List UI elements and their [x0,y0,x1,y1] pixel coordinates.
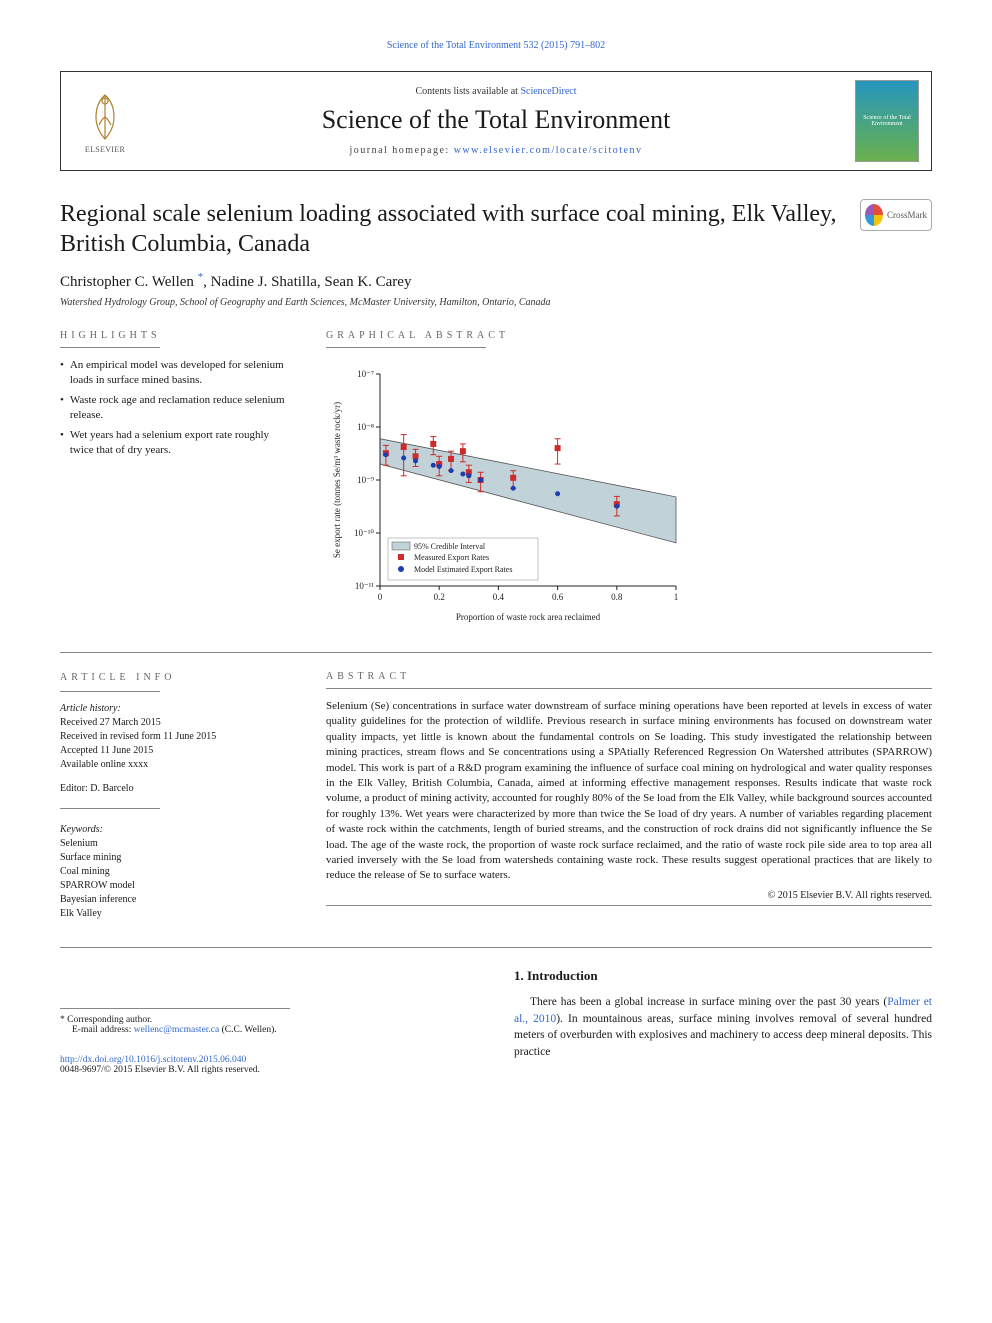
highlight-text: An empirical model was developed for sel… [70,358,290,389]
corresponding-note: * Corresponding author. [60,1015,290,1025]
history-online: Available online xxxx [60,758,290,772]
keyword: SPARROW model [60,879,290,893]
svg-text:10⁻⁹: 10⁻⁹ [357,475,374,485]
article-title: Regional scale selenium loading associat… [60,199,840,259]
crossmark-badge[interactable]: CrossMark [860,199,932,231]
svg-text:0.6: 0.6 [552,592,564,602]
svg-text:10⁻¹¹: 10⁻¹¹ [355,581,374,591]
intro-title: 1. Introduction [514,968,932,984]
svg-text:Proportion of waste rock area: Proportion of waste rock area reclaimed [456,612,601,622]
author-sep: , [203,274,211,290]
sciencedirect-link[interactable]: ScienceDirect [520,86,576,97]
abstract-head: ABSTRACT [326,671,932,682]
highlight-item: Wet years had a selenium export rate rou… [60,428,290,459]
affiliation: Watershed Hydrology Group, School of Geo… [60,297,932,308]
publisher-name: ELSEVIER [85,145,125,154]
homepage-label: journal homepage: [349,145,453,156]
article-history-head: Article history: [60,702,290,716]
svg-text:10⁻¹⁰: 10⁻¹⁰ [354,528,374,538]
contents-available: Contents lists available at ScienceDirec… [153,86,839,97]
svg-text:10⁻⁸: 10⁻⁸ [357,422,374,432]
contents-prefix: Contents lists available at [415,86,520,97]
doi-link[interactable]: http://dx.doi.org/10.1016/j.scitotenv.20… [60,1055,246,1065]
svg-text:0: 0 [378,592,383,602]
authors-line: Christopher C. Wellen *, Nadine J. Shati… [60,271,932,291]
publisher-logo: ELSEVIER [73,85,137,157]
history-accepted: Accepted 11 June 2015 [60,744,290,758]
journal-name: Science of the Total Environment [153,105,839,135]
highlight-item: Waste rock age and reclamation reduce se… [60,393,290,424]
svg-text:10⁻⁷: 10⁻⁷ [357,369,374,379]
author-3: Sean K. Carey [324,274,411,290]
history-revised: Received in revised form 11 June 2015 [60,730,290,744]
highlight-text: Waste rock age and reclamation reduce se… [70,393,290,424]
highlight-item: An empirical model was developed for sel… [60,358,290,389]
graphical-abstract: 0 0.2 0.4 0.6 0.8 1 10⁻¹¹ 10⁻¹⁰ 10⁻⁹ 10⁻⁸ 10⁻⁷ Prop… [326,358,932,634]
editor-line: Editor: D. Barcelo [60,782,290,796]
highlight-text: Wet years had a selenium export rate rou… [70,428,290,459]
author-1: Christopher C. Wellen [60,274,198,290]
masthead: ELSEVIER Contents lists available at Sci… [60,71,932,171]
cover-thumb-text: Science of the Total Environment [856,111,918,131]
keyword: Bayesian inference [60,893,290,907]
journal-homepage-link[interactable]: www.elsevier.com/locate/scitotenv [454,145,643,156]
crossmark-label: CrossMark [887,210,927,220]
para-text: ). In mountainous areas, surface mining … [514,1013,932,1058]
svg-text:95% Credible Interval: 95% Credible Interval [414,542,486,551]
abstract-copyright: © 2015 Elsevier B.V. All rights reserved… [326,890,932,901]
journal-homepage-line: journal homepage: www.elsevier.com/locat… [153,145,839,156]
journal-cover-thumb: Science of the Total Environment [855,80,919,162]
email-label: E-mail address: [72,1025,134,1035]
keyword: Selenium [60,837,290,851]
issn-copyright: 0048-9697/© 2015 Elsevier B.V. All right… [60,1065,478,1075]
highlights-head: HIGHLIGHTS [60,330,290,341]
history-received: Received 27 March 2015 [60,716,290,730]
corresponding-email-link[interactable]: wellenc@mcmaster.ca [134,1025,220,1035]
svg-text:0.2: 0.2 [434,592,445,602]
abstract-text: Selenium (Se) concentrations in surface … [326,699,932,884]
email-tail: (C.C. Wellen). [219,1025,276,1035]
author-2: Nadine J. Shatilla [211,274,317,290]
crossmark-icon [865,204,883,226]
keyword: Coal mining [60,865,290,879]
article-info-head: ARTICLE INFO [60,671,290,685]
graphical-abstract-head: GRAPHICAL ABSTRACT [326,330,932,341]
keywords-head: Keywords: [60,823,290,837]
graphical-abstract-chart: 0 0.2 0.4 0.6 0.8 1 10⁻¹¹ 10⁻¹⁰ 10⁻⁹ 10⁻⁸ 10⁻⁷ Prop… [326,364,686,624]
highlights-list: An empirical model was developed for sel… [60,358,290,458]
svg-text:Measured Export Rates: Measured Export Rates [414,553,489,562]
keyword: Surface mining [60,851,290,865]
svg-text:1: 1 [674,592,679,602]
para-text: There has been a global increase in surf… [530,996,887,1008]
intro-paragraph: There has been a global increase in surf… [514,994,932,1061]
svg-text:Model Estimated Export Rates: Model Estimated Export Rates [414,565,512,574]
keyword: Elk Valley [60,907,290,921]
footnote-block: * Corresponding author. E-mail address: … [60,1008,290,1035]
svg-text:0.4: 0.4 [493,592,505,602]
svg-text:0.8: 0.8 [611,592,623,602]
svg-text:Se export rate (tonnes Se/m³ w: Se export rate (tonnes Se/m³ waste rock/… [332,402,342,558]
doi-block: http://dx.doi.org/10.1016/j.scitotenv.20… [60,1055,478,1075]
journal-citation: Science of the Total Environment 532 (20… [60,40,932,51]
